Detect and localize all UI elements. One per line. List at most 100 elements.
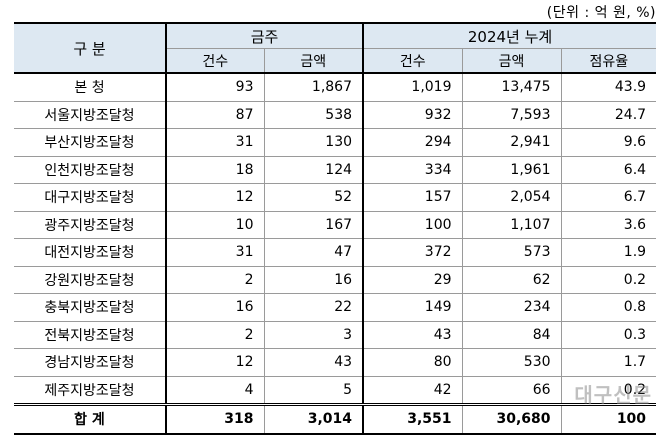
row-cumulative-amount: 1,107 [462, 211, 561, 239]
row-weekly-count: 4 [166, 376, 264, 405]
row-share: 3.6 [561, 211, 656, 239]
table-row: 광주지방조달청 10 167 100 1,107 3.6 [14, 211, 656, 239]
row-name: 대구지방조달청 [14, 184, 166, 212]
total-name: 합 계 [14, 405, 166, 434]
row-weekly-amount: 1,867 [264, 73, 363, 101]
table-row: 인천지방조달청 18 124 334 1,961 6.4 [14, 156, 656, 184]
row-weekly-count: 2 [166, 321, 264, 349]
header-cumulative-amount: 금액 [462, 49, 561, 74]
row-weekly-count: 31 [166, 239, 264, 267]
row-weekly-amount: 16 [264, 266, 363, 294]
header-group-cumulative: 2024년 누계 [363, 23, 656, 49]
row-cumulative-amount: 62 [462, 266, 561, 294]
table-row: 대전지방조달청 31 47 372 573 1.9 [14, 239, 656, 267]
row-share: 1.7 [561, 349, 656, 377]
row-weekly-amount: 167 [264, 211, 363, 239]
row-name: 충북지방조달청 [14, 294, 166, 322]
row-name: 본 청 [14, 73, 166, 101]
row-weekly-count: 12 [166, 184, 264, 212]
header-row-1: 구 분 금주 2024년 누계 [14, 23, 656, 49]
table-row: 서울지방조달청 87 538 932 7,593 24.7 [14, 101, 656, 129]
row-share: 0.3 [561, 321, 656, 349]
row-name: 인천지방조달청 [14, 156, 166, 184]
row-cumulative-count: 932 [363, 101, 462, 129]
total-weekly-amount: 3,014 [264, 405, 363, 434]
row-name: 제주지방조달청 [14, 376, 166, 405]
row-cumulative-count: 80 [363, 349, 462, 377]
table-row: 전북지방조달청 2 3 43 84 0.3 [14, 321, 656, 349]
row-share: 6.4 [561, 156, 656, 184]
row-name: 서울지방조달청 [14, 101, 166, 129]
table-row: 충북지방조달청 16 22 149 234 0.8 [14, 294, 656, 322]
row-cumulative-amount: 2,941 [462, 129, 561, 157]
procurement-table-wrap: 구 분 금주 2024년 누계 건수 금액 건수 금액 점유율 본 청 93 1… [14, 22, 656, 435]
table-row: 본 청 93 1,867 1,019 13,475 43.9 [14, 73, 656, 101]
row-name: 광주지방조달청 [14, 211, 166, 239]
row-cumulative-amount: 13,475 [462, 73, 561, 101]
watermark: 대구신문 [574, 379, 652, 408]
header-share: 점유율 [561, 49, 656, 74]
header-category: 구 분 [14, 23, 166, 73]
row-weekly-amount: 5 [264, 376, 363, 405]
total-share: 100 [561, 405, 656, 434]
row-weekly-count: 87 [166, 101, 264, 129]
row-name: 대전지방조달청 [14, 239, 166, 267]
row-cumulative-count: 29 [363, 266, 462, 294]
row-weekly-amount: 43 [264, 349, 363, 377]
table-row: 강원지방조달청 2 16 29 62 0.2 [14, 266, 656, 294]
table-row: 대구지방조달청 12 52 157 2,054 6.7 [14, 184, 656, 212]
table-row: 경남지방조달청 12 43 80 530 1.7 [14, 349, 656, 377]
row-cumulative-count: 334 [363, 156, 462, 184]
row-weekly-amount: 124 [264, 156, 363, 184]
total-row: 합 계 318 3,014 3,551 30,680 100 [14, 405, 656, 434]
row-share: 6.7 [561, 184, 656, 212]
row-cumulative-amount: 7,593 [462, 101, 561, 129]
header-weekly-count: 건수 [166, 49, 264, 74]
total-cumulative-count: 3,551 [363, 405, 462, 434]
row-name: 경남지방조달청 [14, 349, 166, 377]
row-weekly-count: 18 [166, 156, 264, 184]
row-cumulative-count: 157 [363, 184, 462, 212]
row-cumulative-count: 43 [363, 321, 462, 349]
unit-note: (단위 : 억 원, %) [547, 2, 656, 22]
header-group-weekly: 금주 [166, 23, 363, 49]
table-row: 부산지방조달청 31 130 294 2,941 9.6 [14, 129, 656, 157]
row-cumulative-amount: 1,961 [462, 156, 561, 184]
row-cumulative-count: 372 [363, 239, 462, 267]
row-cumulative-count: 294 [363, 129, 462, 157]
row-cumulative-count: 42 [363, 376, 462, 405]
row-name: 부산지방조달청 [14, 129, 166, 157]
row-cumulative-amount: 573 [462, 239, 561, 267]
row-weekly-amount: 52 [264, 184, 363, 212]
row-weekly-count: 10 [166, 211, 264, 239]
row-cumulative-amount: 234 [462, 294, 561, 322]
row-weekly-amount: 47 [264, 239, 363, 267]
row-share: 24.7 [561, 101, 656, 129]
row-share: 0.2 [561, 266, 656, 294]
row-cumulative-amount: 530 [462, 349, 561, 377]
header-weekly-amount: 금액 [264, 49, 363, 74]
row-cumulative-count: 100 [363, 211, 462, 239]
table-row: 제주지방조달청 4 5 42 66 0.2 [14, 376, 656, 405]
header-cumulative-count: 건수 [363, 49, 462, 74]
total-weekly-count: 318 [166, 405, 264, 434]
row-share: 9.6 [561, 129, 656, 157]
row-weekly-count: 2 [166, 266, 264, 294]
row-share: 43.9 [561, 73, 656, 101]
row-weekly-amount: 3 [264, 321, 363, 349]
row-weekly-count: 12 [166, 349, 264, 377]
row-cumulative-count: 1,019 [363, 73, 462, 101]
row-cumulative-count: 149 [363, 294, 462, 322]
row-share: 0.8 [561, 294, 656, 322]
row-name: 전북지방조달청 [14, 321, 166, 349]
row-cumulative-amount: 66 [462, 376, 561, 405]
row-weekly-amount: 538 [264, 101, 363, 129]
row-name: 강원지방조달청 [14, 266, 166, 294]
row-cumulative-amount: 2,054 [462, 184, 561, 212]
total-cumulative-amount: 30,680 [462, 405, 561, 434]
row-weekly-count: 31 [166, 129, 264, 157]
row-weekly-amount: 130 [264, 129, 363, 157]
row-weekly-amount: 22 [264, 294, 363, 322]
row-weekly-count: 93 [166, 73, 264, 101]
row-weekly-count: 16 [166, 294, 264, 322]
